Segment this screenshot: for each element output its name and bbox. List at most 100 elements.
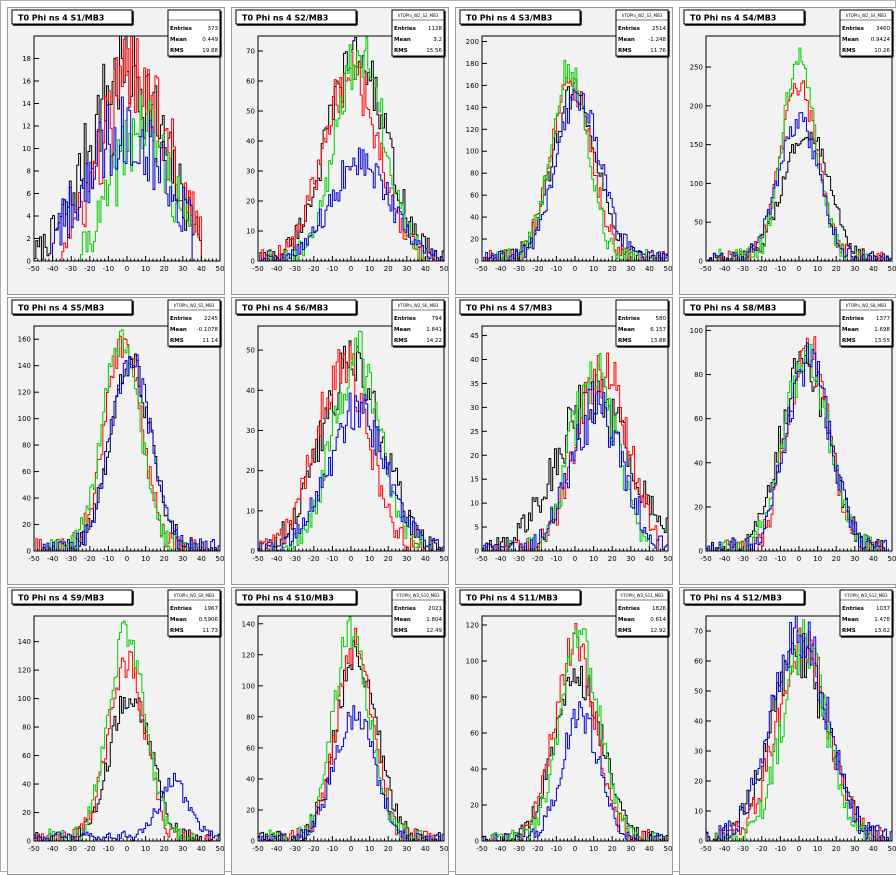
x-tick-label: -40 (495, 845, 506, 853)
y-tick-label: 40 (470, 766, 479, 774)
title-box (459, 299, 581, 315)
stats-value: 0.9424 (871, 37, 891, 43)
histogram-pad: -50 -40 -30 -20 -10 0 10 20 30 40 50 0 10 20 30 40 50 60 7… (679, 587, 896, 875)
x-tick-label: 20 (832, 555, 841, 563)
histogram-pad: -50 -40 -30 -20 -10 0 10 20 30 40 50 0 20 40 60 80 100 T0… (679, 297, 896, 585)
stats-key: Mean (170, 617, 187, 623)
stats-box (391, 9, 445, 57)
x-tick-label: 0 (573, 845, 577, 853)
x-tick-label: -30 (737, 555, 748, 563)
stats-value: 1.698 (874, 327, 890, 333)
x-tick-label: 30 (850, 555, 859, 563)
y-tick-label: 140 (466, 104, 479, 112)
histogram-series (257, 392, 444, 552)
x-tick-label: -10 (327, 265, 338, 273)
histogram-title: T0 Phi ns 4 S7/MB3 (466, 304, 552, 313)
x-tick-label: -40 (719, 265, 730, 273)
y-tick-label: 20 (470, 802, 479, 810)
stats-value: 1967 (204, 606, 218, 612)
stats-value: 14.22 (426, 338, 442, 344)
x-tick-label: 40 (197, 845, 206, 853)
histogram-series (34, 35, 220, 262)
y-tick-label: 20 (470, 236, 479, 244)
title-box (235, 299, 357, 315)
x-tick-label: 30 (402, 265, 411, 273)
y-tick-label: 120 (466, 126, 479, 134)
x-tick-label: -40 (719, 845, 730, 853)
histogram-pad: -50 -40 -30 -20 -10 0 10 20 30 40 50 0 20 40 60 80 100 12… (455, 587, 673, 875)
x-tick-label: 0 (349, 555, 353, 563)
x-tick-label: -50 (700, 555, 711, 563)
y-tick-label: 60 (470, 730, 479, 738)
x-tick-label: 10 (365, 265, 374, 273)
y-tick-label: 100 (18, 415, 31, 423)
x-tick-label: -30 (513, 555, 524, 563)
histogram-plot: -50 -40 -30 -20 -10 0 10 20 30 40 50 0 20 40 60 80 100 12… (11, 589, 224, 853)
histogram-series (481, 701, 668, 842)
x-tick-label: -40 (719, 555, 730, 563)
y-tick-label: 60 (22, 468, 31, 476)
x-tick-label: -50 (476, 845, 487, 853)
x-tick-label: 50 (440, 265, 448, 273)
stats-key: Entries (842, 606, 865, 612)
y-tick-label: 0 (699, 548, 703, 556)
title-box (11, 589, 133, 605)
x-tick-label: 30 (850, 265, 859, 273)
stats-value: 3.2 (433, 37, 442, 43)
y-tick-label: 60 (246, 744, 255, 752)
y-tick-label: 0 (251, 258, 255, 266)
x-tick-label: 10 (365, 845, 374, 853)
stats-key: RMS (618, 48, 632, 54)
stats-value: -1.248 (648, 37, 666, 43)
y-tick-label: 120 (18, 667, 31, 675)
x-tick-label: 50 (664, 845, 672, 853)
title-box (459, 9, 581, 25)
x-tick-label: -30 (737, 845, 748, 853)
stats-value: 2245 (204, 316, 218, 322)
stats-key: RMS (618, 628, 632, 634)
stats-key: Entries (394, 606, 417, 612)
y-tick-label: 40 (22, 495, 31, 503)
title-box (235, 589, 357, 605)
x-tick-label: 0 (573, 555, 577, 563)
stats-key: Mean (842, 617, 859, 623)
stats-name: hTOPhi_W2_S3_MB3 (622, 13, 663, 18)
stats-key: RMS (394, 628, 408, 634)
histogram-series (34, 96, 220, 262)
histogram-series (258, 627, 444, 842)
y-tick-label: 180 (466, 60, 479, 68)
stats-name: hTOPhi_W2_S12_MB3 (844, 593, 888, 598)
stats-key: Entries (842, 316, 865, 322)
x-tick-label: 10 (589, 845, 598, 853)
title-box (683, 589, 805, 605)
x-tick-label: -10 (327, 555, 338, 563)
histogram-plot: -50 -40 -30 -20 -10 0 10 20 30 40 50 0 50 100 150 200 25… (683, 9, 896, 273)
y-tick-label: 14 (22, 100, 31, 108)
x-tick-label: -50 (700, 845, 711, 853)
y-tick-label: 0 (27, 258, 31, 266)
stats-value: 3460 (876, 26, 890, 32)
y-tick-label: 150 (690, 141, 703, 149)
stats-key: Mean (618, 617, 635, 623)
histogram-plot: -50 -40 -30 -20 -10 0 10 20 30 40 50 0 20 40 60 80 100 T0… (683, 299, 896, 563)
stats-key: Entries (394, 316, 417, 322)
stats-value: 2514 (652, 26, 666, 32)
stats-box (391, 589, 445, 637)
x-tick-label: 0 (797, 265, 801, 273)
x-tick-label: 30 (626, 555, 635, 563)
y-tick-label: 35 (470, 380, 479, 388)
x-tick-label: -40 (495, 265, 506, 273)
x-tick-label: -20 (532, 555, 543, 563)
stats-value: 13.62 (874, 628, 890, 634)
stats-box (839, 9, 893, 57)
x-tick-label: 0 (797, 845, 801, 853)
stats-name: hTOPhi_W2_S11_MB3 (620, 593, 664, 598)
x-tick-label: 20 (832, 845, 841, 853)
stats-value: 12.92 (650, 628, 666, 634)
y-tick-label: 40 (470, 214, 479, 222)
x-tick-label: -30 (65, 555, 76, 563)
stats-box (839, 589, 893, 637)
y-tick-label: 20 (22, 521, 31, 529)
x-tick-label: 10 (141, 555, 150, 563)
